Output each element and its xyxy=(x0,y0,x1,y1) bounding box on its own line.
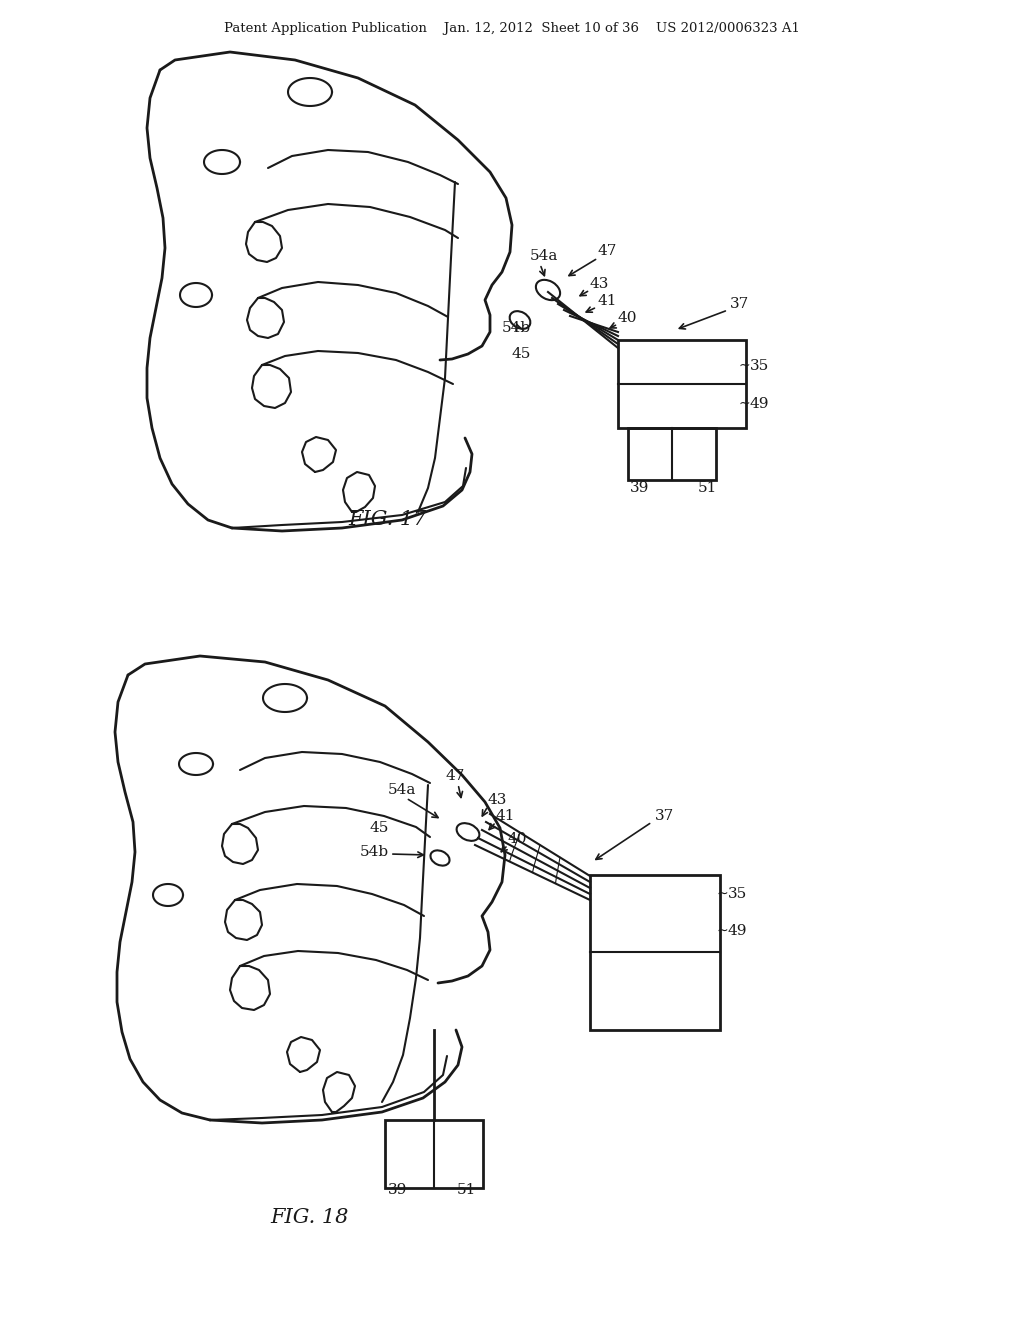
Text: 40: 40 xyxy=(618,312,638,325)
Text: 35: 35 xyxy=(728,887,748,902)
Text: 51: 51 xyxy=(698,480,718,495)
Text: 43: 43 xyxy=(487,793,507,807)
Text: 54a: 54a xyxy=(388,783,417,797)
Text: 39: 39 xyxy=(630,480,649,495)
Text: 49: 49 xyxy=(728,924,748,939)
Text: 43: 43 xyxy=(590,277,609,290)
Text: 37: 37 xyxy=(730,297,750,312)
Text: 54a: 54a xyxy=(530,249,558,263)
Text: 39: 39 xyxy=(388,1183,408,1197)
Text: 54b: 54b xyxy=(360,845,389,859)
Text: 47: 47 xyxy=(598,244,617,257)
Text: 41: 41 xyxy=(597,294,616,308)
Text: FIG. 17: FIG. 17 xyxy=(349,510,427,529)
Text: ~: ~ xyxy=(738,359,750,374)
Bar xyxy=(618,341,746,428)
Text: 51: 51 xyxy=(457,1183,476,1197)
Text: 40: 40 xyxy=(508,832,527,846)
Text: 35: 35 xyxy=(750,359,769,374)
Bar xyxy=(590,875,720,1030)
Text: 41: 41 xyxy=(495,809,514,822)
Text: ~: ~ xyxy=(738,397,750,411)
Text: 45: 45 xyxy=(512,347,531,360)
Text: ~: ~ xyxy=(716,924,728,939)
Text: Patent Application Publication    Jan. 12, 2012  Sheet 10 of 36    US 2012/00063: Patent Application Publication Jan. 12, … xyxy=(224,22,800,36)
Bar xyxy=(385,1119,483,1188)
Text: 54b: 54b xyxy=(502,321,531,335)
Text: 37: 37 xyxy=(655,809,674,822)
Text: 45: 45 xyxy=(370,821,389,836)
Bar xyxy=(628,428,716,480)
Text: 49: 49 xyxy=(750,397,769,411)
Text: FIG. 18: FIG. 18 xyxy=(270,1208,349,1228)
Text: 47: 47 xyxy=(446,770,465,783)
Text: ~: ~ xyxy=(716,887,728,902)
